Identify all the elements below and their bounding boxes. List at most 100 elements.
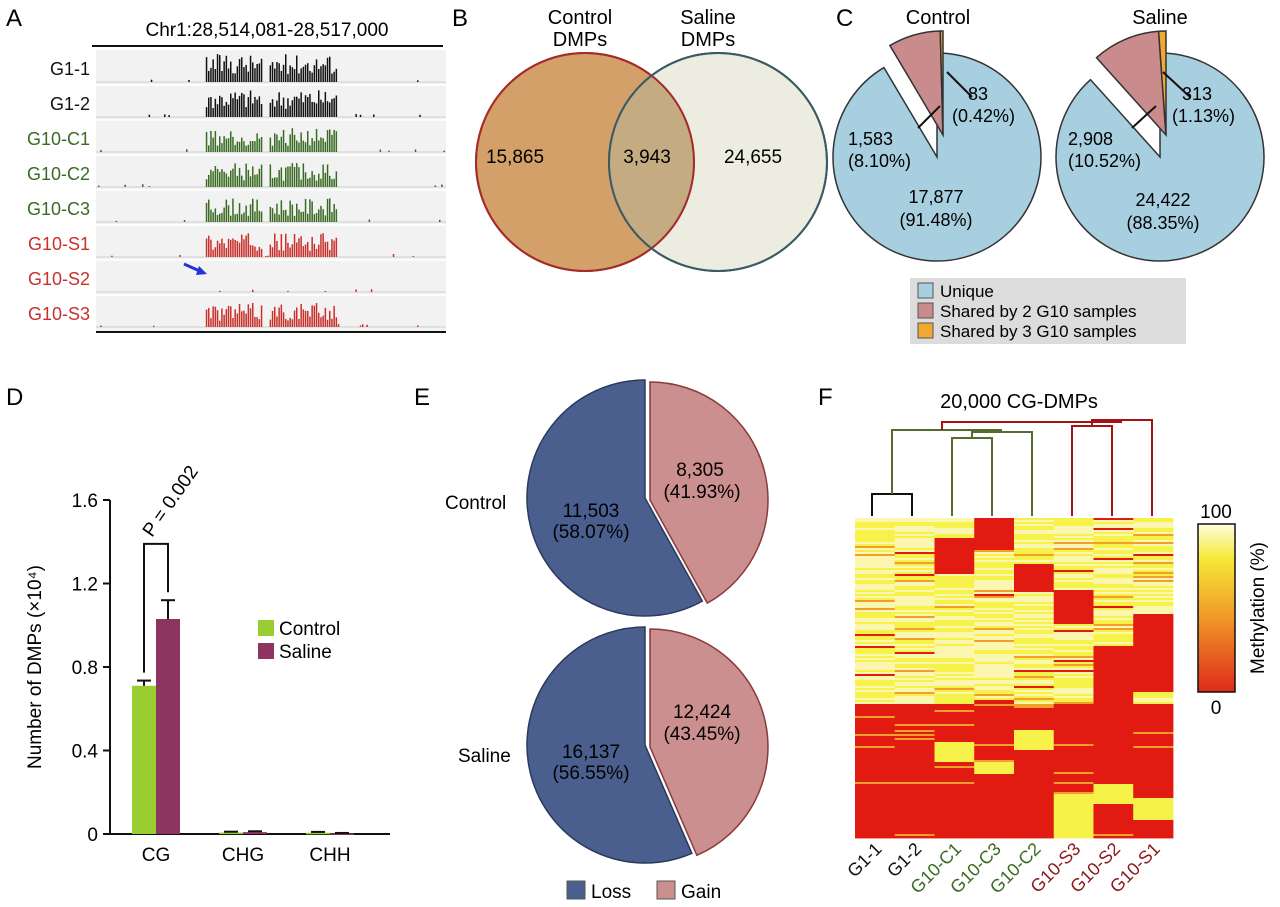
legend-swatch-unique bbox=[917, 282, 934, 299]
panel-letter-b: B bbox=[452, 5, 468, 32]
pie-c-saline bbox=[1055, 30, 1265, 262]
genome-region-label: Chr1:28,514,081-28,517,000 bbox=[146, 20, 389, 41]
track-label: G1-2 bbox=[50, 94, 90, 114]
pie-c-saline-shared3-pct: (1.13%) bbox=[1172, 106, 1235, 126]
control-dmps-title-1: Control bbox=[548, 7, 612, 29]
track-label: G10-S3 bbox=[28, 304, 90, 324]
pie-c-saline-shared3-count: 313 bbox=[1182, 84, 1212, 104]
legend-label-loss: Loss bbox=[591, 882, 631, 903]
dmp-bar-chart: 0 0.4 0.8 1.2 1.6 Number of DMPs (×10⁴) CG CHG C… bbox=[25, 491, 390, 866]
pie-slice-gain bbox=[649, 381, 769, 605]
pie-c-control-shared3-pct: (0.42%) bbox=[952, 106, 1015, 126]
control-dmps-title-2: DMPs bbox=[553, 29, 607, 51]
dendrogram bbox=[871, 419, 1153, 516]
legend-label-shared3: Shared by 3 G10 samples bbox=[940, 322, 1137, 341]
legend-swatch-shared3 bbox=[917, 322, 934, 339]
saline-dmps-title-1: Saline bbox=[680, 7, 736, 29]
pie-e-saline-loss-count: 16,137 bbox=[562, 742, 620, 763]
pie-e-control-gain-pct: (41.93%) bbox=[663, 482, 740, 503]
pie-c-control-unique-pct: (91.48%) bbox=[899, 210, 972, 230]
bar-control-chh bbox=[306, 832, 330, 835]
colorbar bbox=[1197, 523, 1236, 693]
pie-c-control-unique-count: 17,877 bbox=[908, 187, 963, 207]
pie-e-saline-gain-count: 12,424 bbox=[673, 702, 732, 723]
y-axis-label: Number of DMPs (×10⁴) bbox=[25, 565, 46, 769]
panel-a: A Chr1:28,514,081-28,517,000 G1-1 G1-2 G10… bbox=[6, 5, 446, 333]
panel-letter-e: E bbox=[414, 384, 430, 411]
bar-control-cg bbox=[132, 685, 156, 834]
panel-e: E Control Saline 11,503 (58.07%) 8,305 (… bbox=[414, 379, 769, 903]
panel-letter-d: D bbox=[6, 384, 23, 411]
panel-c: C Control Saline 83 (0.42%) 1,583 (8.10%… bbox=[832, 5, 1265, 344]
bar-control-chg bbox=[219, 832, 243, 835]
track-label: G10-C2 bbox=[27, 164, 90, 184]
track-label: G1-1 bbox=[50, 59, 90, 79]
methylation-heatmap bbox=[855, 518, 1174, 839]
p-value-label: P = 0.002 bbox=[139, 462, 203, 541]
track-label: G10-C1 bbox=[27, 129, 90, 149]
arrow-icon bbox=[183, 262, 207, 275]
venn-overlap-count: 3,943 bbox=[623, 147, 671, 168]
legend-swatch-saline bbox=[258, 643, 274, 659]
legend-swatch-shared2 bbox=[917, 302, 934, 319]
legend-label-gain: Gain bbox=[681, 882, 721, 903]
legend-label-shared2: Shared by 2 G10 samples bbox=[940, 302, 1137, 321]
pie-e-saline bbox=[526, 626, 769, 864]
pie-slice-shared3 bbox=[939, 30, 944, 136]
colorbar-min-label: 0 bbox=[1211, 698, 1222, 719]
pie-slice-shared2 bbox=[1095, 30, 1167, 138]
pie-e-saline-gain-pct: (43.45%) bbox=[663, 724, 740, 745]
methylation-tracks: G1-1 G1-2 G10-C1 G10-C2 G10-C3 G10-S1 G10-S2 G1… bbox=[27, 54, 446, 328]
pie-e-saline-loss-pct: (56.55%) bbox=[552, 763, 629, 784]
venn-overlap bbox=[609, 75, 695, 249]
legend-label-control: Control bbox=[279, 619, 340, 640]
pie-slice-unique bbox=[1055, 52, 1265, 262]
legend-label-saline: Saline bbox=[279, 642, 332, 663]
y-tick-label: 0.4 bbox=[72, 742, 99, 763]
legend-swatch-control bbox=[258, 620, 274, 636]
pie-c-control-shared3-count: 83 bbox=[968, 84, 988, 104]
pie-e-control-gain-count: 8,305 bbox=[676, 460, 724, 481]
pie-c-control-shared2-pct: (8.10%) bbox=[848, 151, 911, 171]
pie-slice-loss bbox=[526, 626, 693, 864]
panel-letter-c: C bbox=[836, 5, 853, 32]
track-label: G10-C3 bbox=[27, 199, 90, 219]
x-tick-label: CHH bbox=[309, 845, 350, 866]
legend-label-unique: Unique bbox=[940, 282, 994, 301]
colorbar-max-label: 100 bbox=[1200, 502, 1232, 523]
panel-f: F 20,000 CG-DMPs G1-1G1-2G10-C1G10-C3G10… bbox=[818, 384, 1269, 897]
pie-c-legend bbox=[910, 278, 1186, 344]
pie-c-saline-unique-pct: (88.35%) bbox=[1126, 213, 1199, 233]
venn-saline-only: 24,655 bbox=[724, 147, 782, 168]
bar-saline-cg bbox=[156, 618, 180, 834]
leader-line bbox=[1131, 105, 1157, 129]
pie-e-control-loss-pct: (58.07%) bbox=[552, 522, 629, 543]
x-tick-label: CG bbox=[142, 845, 171, 866]
leader-line bbox=[946, 71, 973, 98]
heatmap-title: 20,000 CG-DMPs bbox=[940, 391, 1098, 413]
track-label: G10-S1 bbox=[28, 234, 90, 254]
pie-e-control-label: Control bbox=[445, 493, 506, 514]
x-tick-label: CHG bbox=[222, 845, 264, 866]
heatmap-column-label: G1-1 bbox=[843, 839, 885, 881]
bar-saline-chh bbox=[330, 833, 354, 835]
pie-slice-unique bbox=[832, 52, 1042, 262]
colorbar-axis-label: Methylation (%) bbox=[1248, 542, 1269, 674]
y-tick-label: 1.6 bbox=[72, 491, 98, 512]
y-tick-label: 0 bbox=[87, 825, 98, 846]
pie-c-saline-unique-count: 24,422 bbox=[1135, 190, 1190, 210]
leader-line bbox=[1162, 71, 1191, 98]
pie-c-control-shared2-count: 1,583 bbox=[848, 129, 893, 149]
pie-e-saline-label: Saline bbox=[458, 746, 511, 767]
venn-control-only: 15,865 bbox=[486, 147, 544, 168]
panel-d: D 0 0.4 0.8 1.2 1.6 Number of DMPs (×10⁴) CG CH… bbox=[6, 384, 390, 866]
pie-slice-gain bbox=[649, 628, 769, 857]
y-tick-label: 1.2 bbox=[72, 575, 98, 596]
pie-c-control-title: Control bbox=[906, 7, 970, 29]
pie-e-control bbox=[526, 379, 769, 617]
pie-c-saline-shared2-pct: (10.52%) bbox=[1068, 151, 1141, 171]
pie-c-saline-title: Saline bbox=[1132, 7, 1188, 29]
y-tick-label: 0.8 bbox=[72, 658, 98, 679]
